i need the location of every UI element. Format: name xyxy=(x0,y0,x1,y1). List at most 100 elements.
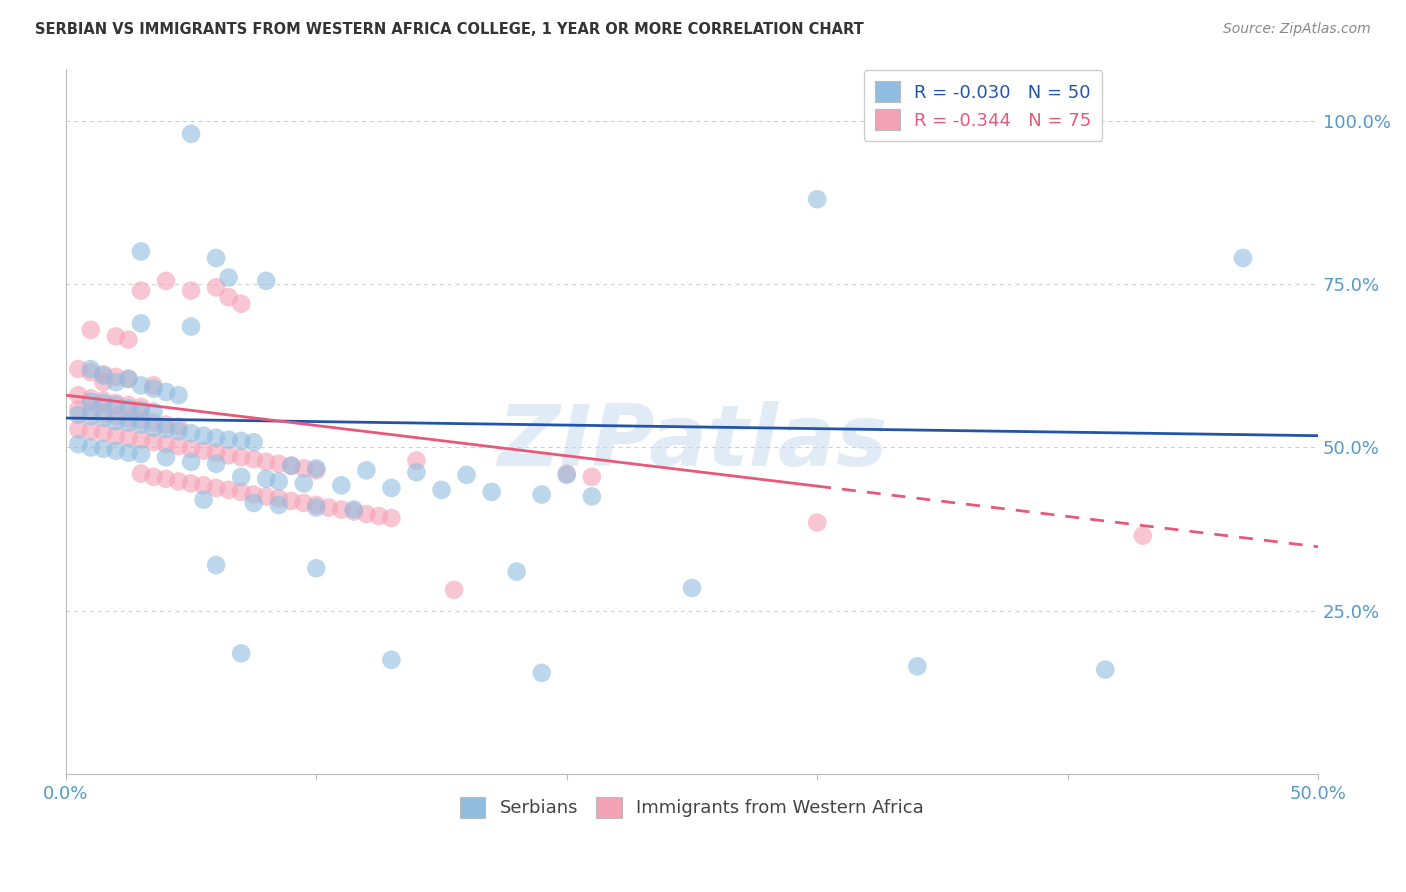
Point xyxy=(218,448,240,462)
Point xyxy=(231,450,253,465)
Point xyxy=(280,494,302,508)
Legend: Serbians, Immigrants from Western Africa: Serbians, Immigrants from Western Africa xyxy=(453,789,931,825)
Point xyxy=(380,481,402,495)
Point xyxy=(117,411,139,425)
Point xyxy=(1094,663,1116,677)
Point xyxy=(80,392,103,406)
Point xyxy=(193,478,215,492)
Point xyxy=(117,372,139,386)
Point xyxy=(205,280,228,294)
Point xyxy=(193,443,215,458)
Point xyxy=(117,431,139,445)
Point xyxy=(93,442,115,456)
Point xyxy=(267,475,290,489)
Point xyxy=(280,458,302,473)
Point xyxy=(167,424,190,438)
Point xyxy=(231,296,253,310)
Point xyxy=(67,422,90,436)
Point xyxy=(456,467,478,482)
Point xyxy=(104,370,127,384)
Point xyxy=(67,388,90,402)
Point xyxy=(80,394,103,409)
Point xyxy=(205,457,228,471)
Point xyxy=(806,192,828,206)
Point xyxy=(180,442,202,456)
Point xyxy=(80,404,103,418)
Point xyxy=(267,498,290,512)
Point xyxy=(305,498,328,512)
Point xyxy=(104,409,127,423)
Point xyxy=(905,659,928,673)
Point xyxy=(218,483,240,497)
Point xyxy=(67,402,90,417)
Point xyxy=(117,416,139,430)
Point xyxy=(218,433,240,447)
Point xyxy=(104,329,127,343)
Point xyxy=(155,437,177,451)
Point xyxy=(305,500,328,515)
Point xyxy=(80,323,103,337)
Point xyxy=(481,484,503,499)
Point xyxy=(155,422,177,436)
Point xyxy=(167,439,190,453)
Point xyxy=(180,476,202,491)
Point xyxy=(80,409,103,423)
Point xyxy=(806,516,828,530)
Point xyxy=(104,398,127,412)
Point xyxy=(80,441,103,455)
Point xyxy=(142,435,165,450)
Point xyxy=(254,274,277,288)
Point xyxy=(242,496,264,510)
Point xyxy=(405,465,427,479)
Point xyxy=(67,408,90,422)
Point xyxy=(117,333,139,347)
Point xyxy=(142,404,165,418)
Point xyxy=(142,382,165,396)
Point xyxy=(343,502,366,516)
Point xyxy=(231,470,253,484)
Point xyxy=(555,467,578,482)
Point xyxy=(167,388,190,402)
Point xyxy=(167,475,190,489)
Text: Source: ZipAtlas.com: Source: ZipAtlas.com xyxy=(1223,22,1371,37)
Point xyxy=(129,244,152,259)
Point xyxy=(80,424,103,438)
Point xyxy=(93,407,115,421)
Point xyxy=(117,401,139,416)
Point xyxy=(104,428,127,442)
Point xyxy=(242,487,264,501)
Point xyxy=(93,368,115,382)
Point xyxy=(104,375,127,389)
Point xyxy=(142,421,165,435)
Point xyxy=(367,509,389,524)
Point xyxy=(555,467,578,481)
Point xyxy=(231,434,253,448)
Point xyxy=(193,428,215,442)
Text: SERBIAN VS IMMIGRANTS FROM WESTERN AFRICA COLLEGE, 1 YEAR OR MORE CORRELATION CH: SERBIAN VS IMMIGRANTS FROM WESTERN AFRIC… xyxy=(35,22,863,37)
Point xyxy=(129,413,152,427)
Point xyxy=(93,411,115,425)
Point xyxy=(167,419,190,434)
Point xyxy=(129,417,152,432)
Point xyxy=(292,476,315,491)
Point xyxy=(155,472,177,486)
Point xyxy=(180,455,202,469)
Point xyxy=(254,490,277,504)
Point xyxy=(305,461,328,475)
Point xyxy=(142,416,165,430)
Point xyxy=(380,511,402,525)
Point xyxy=(267,457,290,471)
Point xyxy=(129,467,152,481)
Point xyxy=(129,433,152,447)
Point xyxy=(205,481,228,495)
Point xyxy=(267,491,290,506)
Point xyxy=(129,403,152,417)
Point xyxy=(155,384,177,399)
Point xyxy=(155,417,177,432)
Point xyxy=(205,431,228,445)
Point xyxy=(330,502,353,516)
Point xyxy=(129,284,152,298)
Point xyxy=(93,393,115,408)
Point xyxy=(530,487,553,501)
Point xyxy=(205,251,228,265)
